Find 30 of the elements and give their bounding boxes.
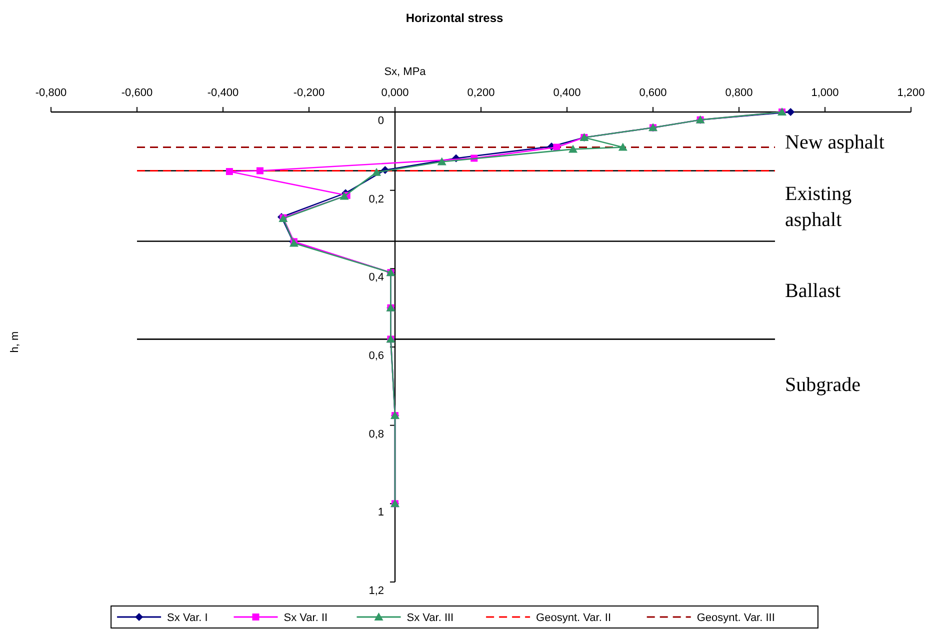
y-tick-label: 0,8 [368,428,384,440]
legend-label: Geosynt. Var. III [696,612,775,624]
y-tick-label: 0,4 [368,272,384,284]
x-tick-label: -0,400 [207,87,239,99]
x-tick-label: -0,200 [293,87,325,99]
y-tick-label: 1,2 [368,585,384,597]
x-tick-label: 0,800 [725,87,753,99]
y-tick-label: 0,2 [368,193,384,206]
x-axis-title: Sx, MPa [384,66,427,78]
x-tick-label: -0,600 [121,87,153,99]
x-tick-label: 0,600 [639,87,667,99]
legend-label: Sx Var. I [167,612,208,624]
x-tick-label: 0,400 [553,87,581,99]
x-tick-label: 0,200 [467,87,495,99]
legend-label: Sx Var. III [406,612,454,624]
annotation: Subgrade [785,374,861,396]
y-tick-label: 0 [378,115,384,127]
x-tick-label: 1,000 [811,87,839,99]
chart-title: Horizontal stress [406,11,504,25]
annotation: Existing asphalt [785,183,852,231]
annotation: Ballast [785,280,841,302]
y-axis-title: h, m [9,331,21,353]
x-tick-label: 0,000 [381,87,409,99]
annotation: New asphalt [785,131,885,154]
legend-label: Geosynt. Var. II [536,612,612,624]
x-tick-label: 1,200 [897,87,925,99]
legend-label: Sx Var. II [284,612,328,624]
x-tick-label: -0,800 [35,87,67,99]
y-tick-label: 1 [378,506,384,519]
y-tick-label: 0,6 [368,350,384,362]
